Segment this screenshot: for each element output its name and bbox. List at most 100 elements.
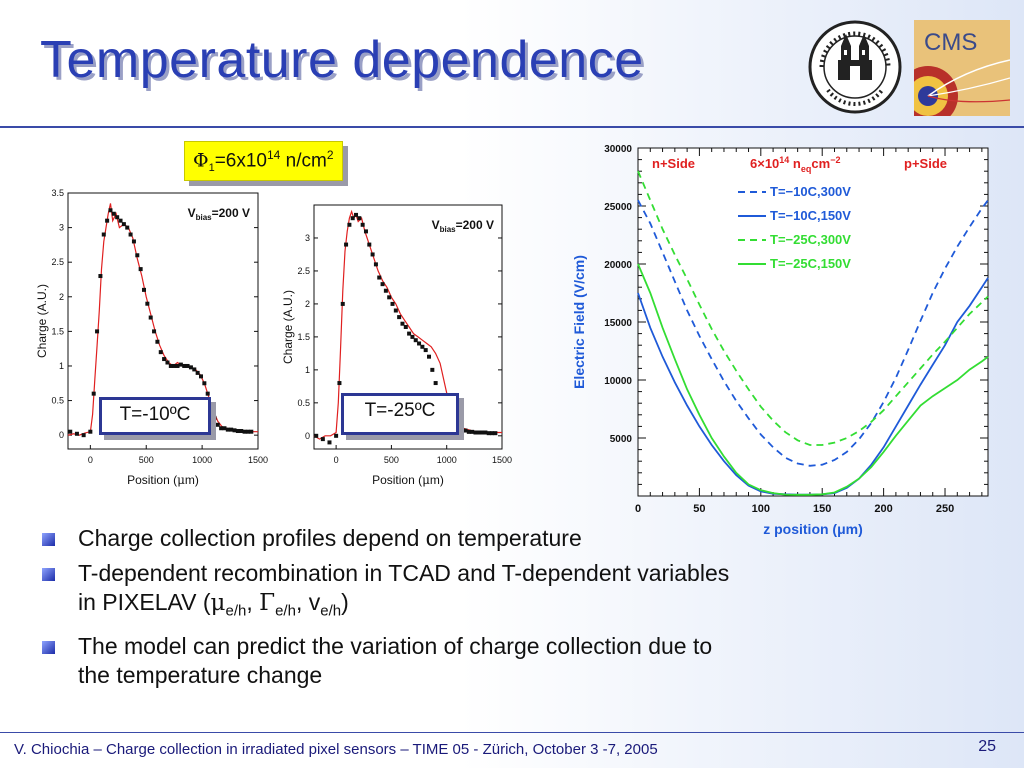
data-point [377,275,382,280]
y-tick-label: 20000 [604,260,632,271]
data-point [142,287,146,292]
y-tick-label: 1.5 [51,326,64,336]
legend-label: T=−25C,300V [770,232,851,247]
data-point [397,315,402,320]
footer-rule [0,732,1024,733]
y-tick-label: 10000 [604,376,632,387]
data-point [242,429,247,434]
x-tick-label: 200 [874,503,892,515]
data-point [410,334,415,339]
data-point [420,344,425,349]
charge-profile-chart-minus25: 0 0.5 1 1.5 2 2.5 3 0 500 1000 1500 Vbias=200 V Posi… [281,204,512,487]
data-point [172,363,177,368]
data-point [470,429,475,434]
y-tick-label: 2 [305,299,310,309]
vbias-label: Vbias=200 V [432,218,494,234]
data-point [74,431,79,436]
data-point [105,218,110,223]
data-point [128,232,133,237]
bullet-item: The model can predict the variation of c… [40,632,740,690]
data-point [476,430,481,435]
data-point [373,262,378,267]
y-tick-label: 3.5 [51,188,64,198]
data-point [125,225,130,230]
data-point [212,415,217,420]
x-tick-label: 500 [384,455,399,465]
data-point [232,428,237,433]
y-tick-label: 1.5 [297,332,310,342]
y-tick-label: 2.5 [51,257,64,267]
data-point [347,222,352,227]
data-point [486,431,491,436]
y-tick-label: 0.5 [297,398,310,408]
data-point [417,341,422,346]
data-point [249,429,254,434]
data-point [239,429,244,434]
slide-title: Temperature dependence [40,31,644,89]
data-point [88,429,93,434]
x-tick-label: 0 [334,455,339,465]
y-tick-label: 5000 [610,434,633,445]
header-rule [0,126,1024,128]
data-point [81,433,86,438]
data-point [135,253,140,258]
y-tick-label: 2.5 [297,266,310,276]
data-point [175,363,180,368]
data-point [393,308,398,313]
field-curve [637,263,989,496]
y-tick-label: 0 [59,430,64,440]
data-point [473,430,478,435]
y-tick-label: 0 [305,431,310,441]
data-point [387,295,392,300]
bullet-subscript: e/h [275,602,296,620]
x-tick-label: 1000 [437,455,457,465]
y-tick-label: 2 [59,292,64,302]
bullet-text: T-dependent recombination in TCAD and T-… [78,560,730,615]
legend-label: T=−25C,150V [770,256,851,271]
data-point [195,370,200,375]
data-point [427,354,432,359]
data-point [111,211,116,216]
data-point [188,365,193,370]
x-tick-label: 250 [936,503,954,515]
bullet-subscript: e/h [320,602,342,620]
y-tick-label: 0.5 [51,396,64,406]
charge-profile-chart-minus10: 0 0.5 1 1.5 2 2.5 3 3.5 0 500 1000 1500 Vbias=200 V P… [35,188,268,487]
bullet-item: Charge collection profiles depend on tem… [40,524,740,553]
y-tick-label: 3 [59,223,64,233]
data-point [390,301,395,306]
fluence-exponent: 14 [267,148,281,162]
data-point [407,331,412,336]
data-point [245,429,250,434]
data-point [121,222,126,227]
y-tick-label: 15000 [604,318,632,329]
x-tick-label: 0 [635,503,641,515]
data-point [334,433,339,438]
data-point [192,367,197,372]
fluence-unit: n/cm [280,150,327,172]
data-point [225,427,230,432]
data-point [354,212,359,217]
legend-label: T=−10C,150V [770,208,851,223]
y-tick-label: 1 [305,365,310,375]
data-point [178,362,183,367]
y-tick-label: 1 [59,361,64,371]
data-point [357,216,362,221]
bullet-square-icon [42,533,55,546]
bullet-subscript: e/h [225,602,247,620]
legend-label: T=−10C,300V [770,184,851,199]
chart-header: n+Side 6×1014 neqcm−2 p+Side [652,155,947,174]
electric-field-chart: 5000 10000 15000 20000 25000 30000 0 50 100 150 20… [571,144,989,537]
data-point [235,429,240,434]
y-tick-label: 3 [305,233,310,243]
plot-frame [637,147,989,497]
data-point [131,239,136,244]
data-point [115,215,120,220]
y-axis-label: Charge (A.U.) [35,284,49,358]
data-point [148,315,153,320]
phi-sub: 1 [208,162,215,175]
data-point [480,430,485,435]
data-point [340,301,345,306]
data-point [383,288,388,293]
n-side-label: n+Side [652,156,695,171]
